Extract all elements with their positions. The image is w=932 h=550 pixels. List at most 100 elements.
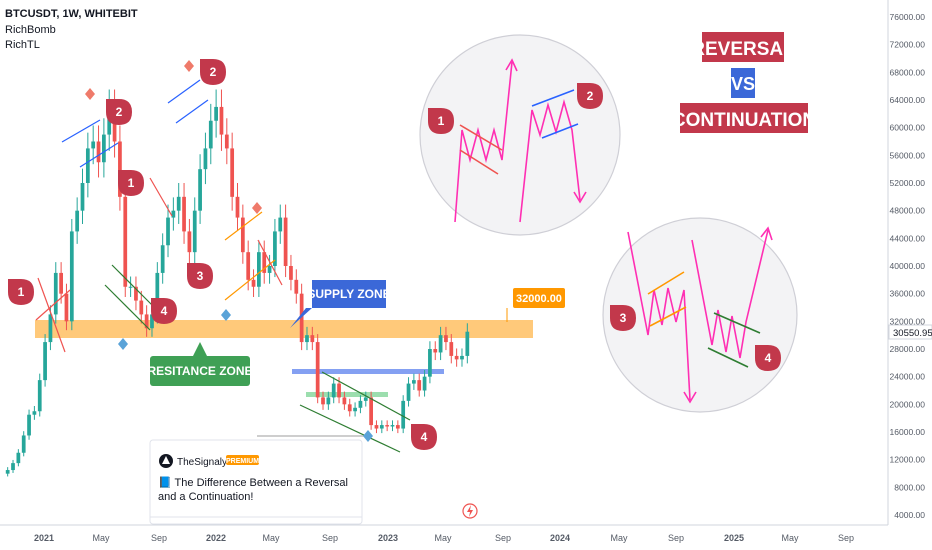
marker-3-mid: 3 <box>187 263 213 289</box>
pattern-3-path <box>627 231 691 401</box>
candle-body <box>96 141 101 163</box>
candle-body <box>267 266 272 273</box>
time-tick-label: 2025 <box>724 533 744 543</box>
price-tick-label: 20000.00 <box>890 399 926 409</box>
candle-body <box>422 376 427 391</box>
time-tick-label: 2024 <box>550 533 570 543</box>
candle-body <box>385 425 390 427</box>
time-tick-label: May <box>781 533 799 543</box>
trendline-red-4 <box>257 239 283 286</box>
trendline-green-2 <box>111 264 153 306</box>
trendline-red-1 <box>37 277 66 353</box>
trendline-red-2 <box>35 289 71 321</box>
candle-body <box>48 314 53 343</box>
trendline-orange-2 <box>224 259 276 301</box>
time-tick-label: Sep <box>151 533 167 543</box>
time-tick-label: 2021 <box>34 533 54 543</box>
trendline-blue-4 <box>175 99 209 124</box>
price-tick-label: 4000.00 <box>894 510 925 520</box>
price-tick-label: 48000.00 <box>890 206 926 216</box>
arrow-down-icon-2 <box>683 391 697 404</box>
candle-body <box>64 293 69 322</box>
candle-body <box>69 231 74 322</box>
trendline-green-4 <box>299 404 401 453</box>
marker-2-illustration: 2 <box>577 83 603 109</box>
candle-body <box>428 349 432 377</box>
title-continuation: CONTINUATION <box>672 110 816 131</box>
indicator-richtl: RichTL <box>5 39 40 51</box>
candle-body <box>449 342 454 356</box>
candle-body <box>257 252 261 287</box>
price-tick-label: 64000.00 <box>890 95 926 105</box>
channel-line-bottom-3 <box>649 306 687 327</box>
continuation-drawings <box>627 226 773 404</box>
candle-body <box>123 196 128 287</box>
time-tick-label: Sep <box>495 533 511 543</box>
continuation-illustration-circle <box>602 217 798 413</box>
candle-body <box>251 279 256 287</box>
idea-card-frame <box>149 439 363 525</box>
candle-body <box>294 279 299 294</box>
candle-body <box>401 400 406 429</box>
support-green-line <box>306 392 388 397</box>
candle-body <box>289 266 293 280</box>
pattern-2-path <box>519 98 581 223</box>
idea-title-wrap: 📘 The Difference Between a Reversal and … <box>158 477 348 503</box>
trendline-blue-2 <box>79 142 119 168</box>
pattern-1-path <box>454 61 513 223</box>
svg-text:4: 4 <box>765 351 772 365</box>
trendlines <box>35 79 411 453</box>
price-tick-label: 40000.00 <box>890 261 926 271</box>
svg-text:RESITANCE ZONE: RESITANCE ZONE <box>147 364 252 378</box>
title-continuation-bg <box>680 103 808 133</box>
candle-body <box>438 335 443 353</box>
marker-4-bottom: 4 <box>411 424 437 450</box>
svg-text:30550.95: 30550.95 <box>893 328 932 339</box>
title-vs: VS <box>731 74 755 94</box>
candle-body <box>37 380 42 412</box>
marker-3-illustration: 3 <box>610 305 636 331</box>
candle-body <box>27 414 31 436</box>
candle-body <box>363 397 368 401</box>
candle-body <box>262 252 267 273</box>
trendline-orange-1 <box>224 211 263 241</box>
author-name[interactable]: TheSignalyst <box>177 457 235 468</box>
candle-body <box>310 335 315 343</box>
candle-body <box>465 331 470 356</box>
candle-body <box>390 425 395 427</box>
time-tick-label: May <box>610 533 628 543</box>
buy-diamond-3 <box>363 430 373 442</box>
svg-text:4: 4 <box>161 304 168 318</box>
price-tick-label: 56000.00 <box>890 150 926 160</box>
candle-body <box>144 314 149 329</box>
candle-body <box>53 272 58 315</box>
candle-body <box>406 383 411 401</box>
marker-4-mid: 4 <box>151 298 177 324</box>
candle-body <box>134 286 138 301</box>
candle-body <box>299 293 304 343</box>
price-tick-label: 28000.00 <box>890 344 926 354</box>
marker-1-mid: 1 <box>118 170 144 196</box>
candle-body <box>395 425 400 429</box>
candle-body <box>85 148 90 183</box>
sell-diamond-2 <box>184 60 194 72</box>
candle-body <box>246 252 251 280</box>
buy-diamond-1 <box>118 338 128 350</box>
sell-diamond-3 <box>252 202 262 214</box>
candle-body <box>230 148 235 197</box>
idea-card[interactable]: TheSignalyst PREMIUM 📘 The Difference Be… <box>149 439 363 525</box>
candle-body <box>176 196 181 211</box>
svg-text:1: 1 <box>18 285 25 299</box>
marker-1-illustration: 1 <box>428 108 454 134</box>
price-tick-label: 76000.00 <box>890 12 926 22</box>
candle-body <box>219 106 224 135</box>
candle-body <box>379 425 384 429</box>
svg-text:32000.00: 32000.00 <box>516 293 562 305</box>
lightning-icon[interactable] <box>462 503 478 519</box>
idea-title[interactable]: 📘 The Difference Between a Reversal and … <box>158 477 348 503</box>
time-tick-label: 2023 <box>378 533 398 543</box>
trendline-green-3 <box>321 371 411 421</box>
candle-body <box>192 210 197 253</box>
supply-zone-label: SUPPLY ZONE <box>290 280 391 328</box>
